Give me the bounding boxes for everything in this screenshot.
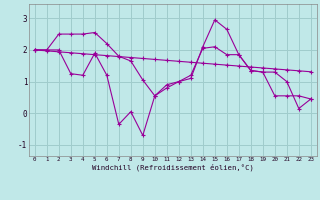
X-axis label: Windchill (Refroidissement éolien,°C): Windchill (Refroidissement éolien,°C) [92,164,254,171]
